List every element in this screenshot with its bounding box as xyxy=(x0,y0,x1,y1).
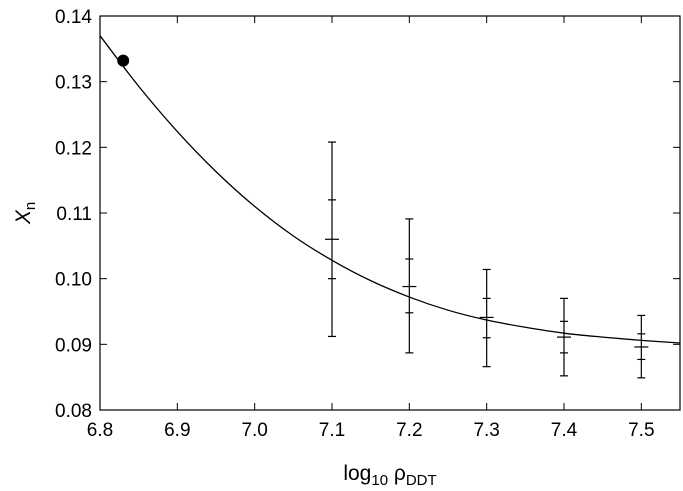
x-tick-label: 7.0 xyxy=(241,420,267,441)
fit-curve xyxy=(99,35,681,344)
data-point-marker xyxy=(117,54,130,67)
x-tick-label: 7.4 xyxy=(551,420,578,441)
plot-frame xyxy=(99,15,681,411)
errorbar xyxy=(634,314,649,379)
y-tick-label: 0.14 xyxy=(55,7,92,28)
errorbar xyxy=(479,268,494,368)
y-tick-label: 0.11 xyxy=(56,204,92,225)
errorbar xyxy=(325,141,339,338)
y-axis-label: Xn xyxy=(12,202,39,225)
errorbar-layer xyxy=(325,141,649,379)
y-tick-label: 0.13 xyxy=(55,73,92,94)
x-tick-label: 6.8 xyxy=(87,420,113,441)
x-tick-label: 7.3 xyxy=(473,420,499,441)
marker-layer xyxy=(117,54,130,67)
errorbar xyxy=(557,297,571,377)
fit-curve-layer xyxy=(99,35,681,344)
y-tick-label: 0.09 xyxy=(55,335,92,356)
axis-ticks: 6.8 6.9 7.0 7.1 7.2 7.3 7.4 7.5 0.08 0.09 0.10 0.11… xyxy=(55,7,680,441)
x-tick-label: 7.5 xyxy=(628,420,654,441)
errorbar xyxy=(402,218,417,354)
x-axis-label: log10 ρDDT xyxy=(343,462,436,489)
x-tick-label: 7.2 xyxy=(396,420,422,441)
y-tick-label: 0.12 xyxy=(55,138,92,159)
y-tick-label: 0.10 xyxy=(55,270,92,291)
x-tick-label: 6.9 xyxy=(164,420,190,441)
y-tick-label: 0.08 xyxy=(55,401,92,422)
x-tick-label: 7.1 xyxy=(319,420,345,441)
